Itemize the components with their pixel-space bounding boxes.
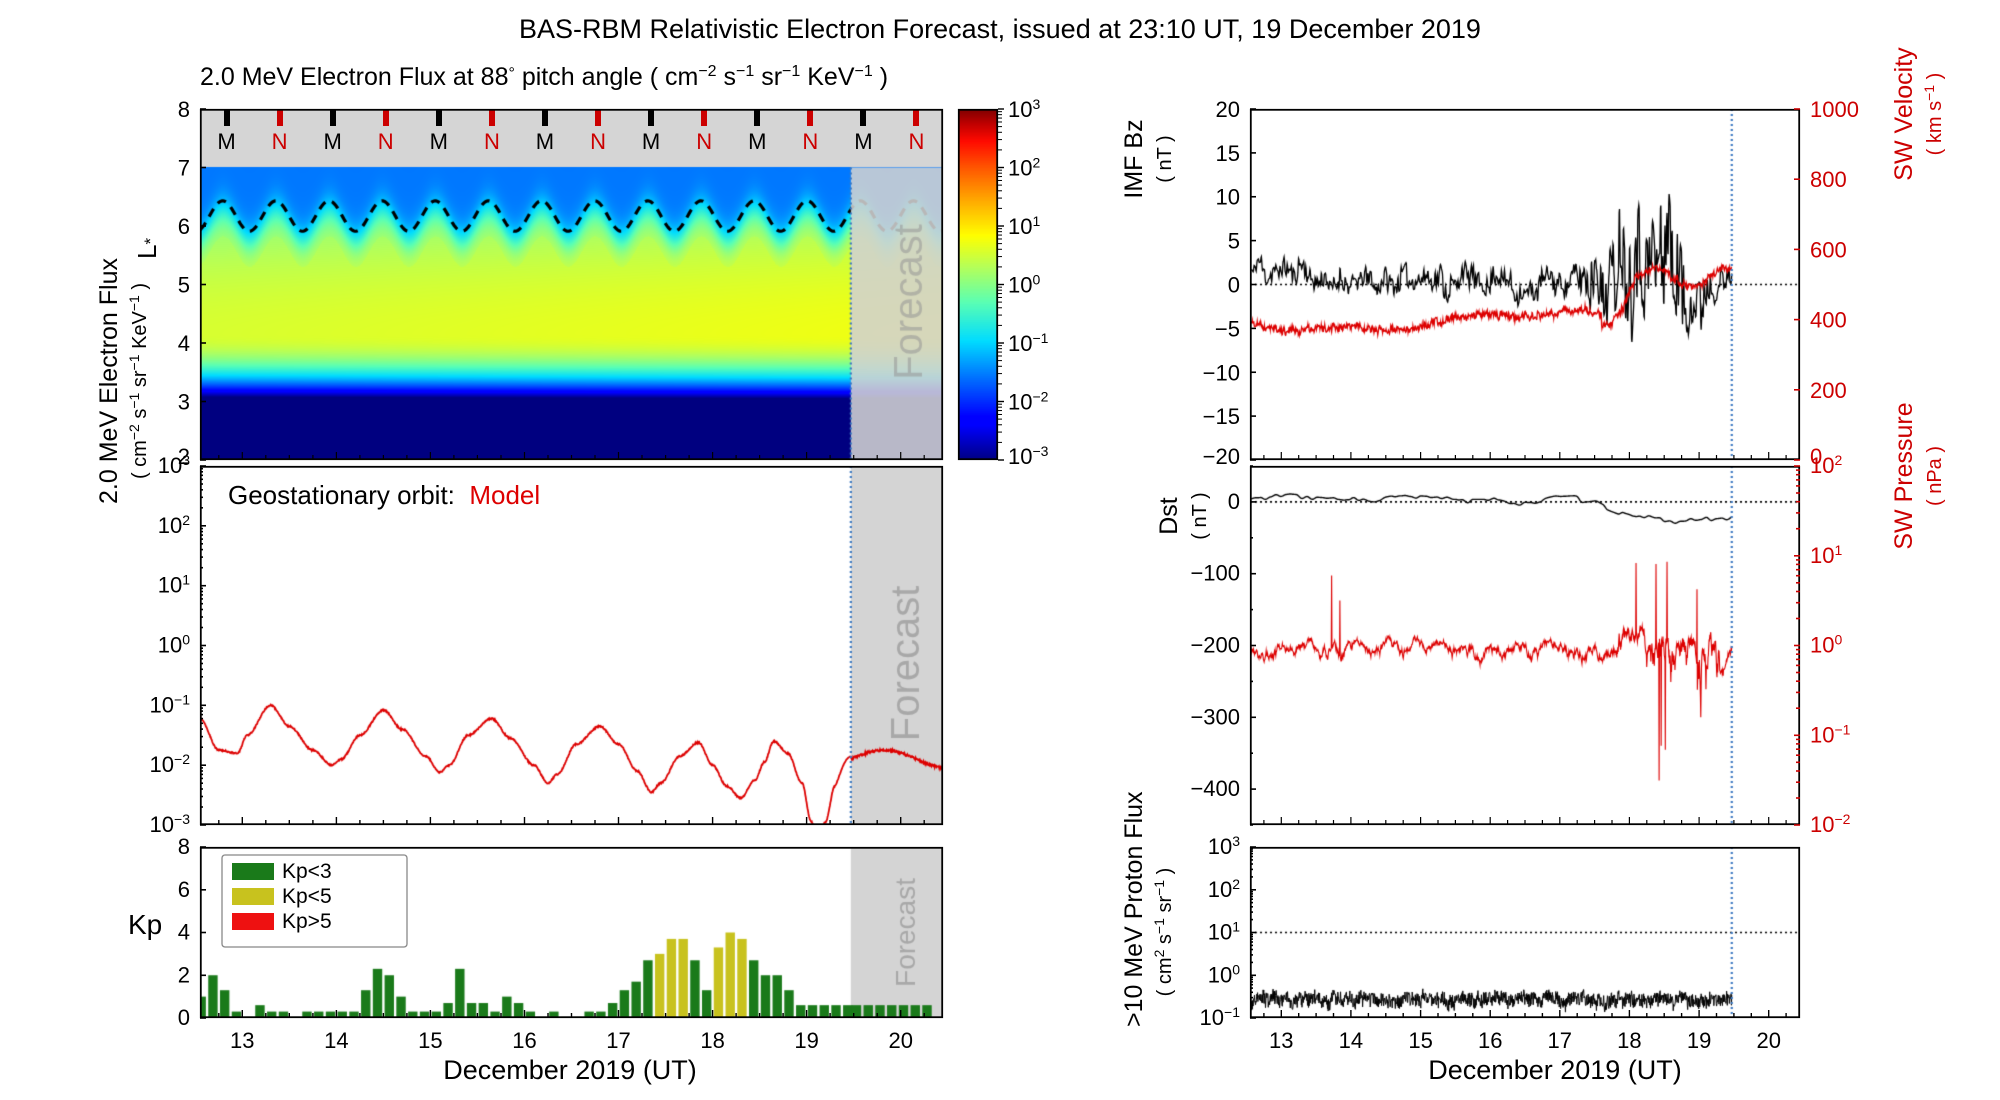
svg-text:102: 102 [1008,155,1040,181]
svg-text:10−3: 10−3 [150,811,191,837]
svg-text:15: 15 [1216,141,1240,166]
svg-text:4: 4 [178,920,190,945]
svg-text:2: 2 [178,444,190,469]
svg-text:8: 8 [178,834,190,859]
svg-text:13: 13 [230,1028,254,1053]
svg-text:0: 0 [178,1005,190,1030]
svg-text:103: 103 [1208,833,1240,859]
svg-text:14: 14 [324,1028,348,1053]
svg-text:5: 5 [1228,229,1240,254]
svg-text:103: 103 [1008,96,1040,122]
svg-text:10−1: 10−1 [1810,721,1851,747]
svg-text:14: 14 [1339,1028,1363,1053]
svg-text:18: 18 [1617,1028,1641,1053]
svg-text:19: 19 [1687,1028,1711,1053]
svg-text:17: 17 [606,1028,630,1053]
svg-text:17: 17 [1548,1028,1572,1053]
svg-text:600: 600 [1810,237,1847,262]
svg-text:0: 0 [1810,444,1822,469]
svg-text:20: 20 [888,1028,912,1053]
svg-text:100: 100 [1810,632,1842,658]
svg-text:8: 8 [178,97,190,122]
svg-text:16: 16 [512,1028,536,1053]
svg-text:3: 3 [178,390,190,415]
svg-text:0: 0 [1228,273,1240,298]
svg-text:10−1: 10−1 [1008,330,1049,356]
svg-text:5: 5 [178,273,190,298]
svg-text:13: 13 [1269,1028,1293,1053]
svg-text:0: 0 [1228,489,1240,514]
svg-text:4: 4 [178,331,190,356]
svg-text:6: 6 [178,877,190,902]
svg-text:20: 20 [1756,1028,1780,1053]
svg-text:−300: −300 [1190,704,1240,729]
svg-text:2: 2 [178,962,190,987]
svg-text:−200: −200 [1190,633,1240,658]
svg-text:−15: −15 [1203,404,1240,429]
svg-text:6: 6 [178,214,190,239]
svg-text:10−2: 10−2 [150,751,191,777]
svg-text:100: 100 [158,632,190,658]
svg-text:−5: −5 [1215,316,1240,341]
svg-text:100: 100 [1208,961,1240,987]
svg-text:400: 400 [1810,308,1847,333]
svg-text:101: 101 [1008,213,1040,239]
svg-text:200: 200 [1810,378,1847,403]
svg-text:7: 7 [178,156,190,181]
svg-text:16: 16 [1478,1028,1502,1053]
svg-text:101: 101 [158,572,190,598]
svg-text:19: 19 [794,1028,818,1053]
svg-text:15: 15 [1408,1028,1432,1053]
svg-text:100: 100 [1008,272,1040,298]
svg-text:102: 102 [1810,452,1842,478]
svg-text:10−2: 10−2 [1008,389,1049,415]
svg-text:18: 18 [700,1028,724,1053]
svg-text:101: 101 [1810,542,1842,568]
svg-text:10−1: 10−1 [1200,1004,1241,1030]
svg-text:103: 103 [158,452,190,478]
svg-text:15: 15 [418,1028,442,1053]
svg-text:102: 102 [158,512,190,538]
svg-text:10−2: 10−2 [1810,811,1851,837]
svg-text:10−3: 10−3 [1008,443,1049,469]
svg-text:102: 102 [1208,876,1240,902]
svg-text:101: 101 [1208,919,1240,945]
svg-text:10−1: 10−1 [150,691,191,717]
svg-text:−400: −400 [1190,776,1240,801]
svg-text:10: 10 [1216,185,1240,210]
svg-text:20: 20 [1216,97,1240,122]
svg-text:−10: −10 [1203,360,1240,385]
svg-text:1000: 1000 [1810,97,1859,122]
svg-text:800: 800 [1810,167,1847,192]
